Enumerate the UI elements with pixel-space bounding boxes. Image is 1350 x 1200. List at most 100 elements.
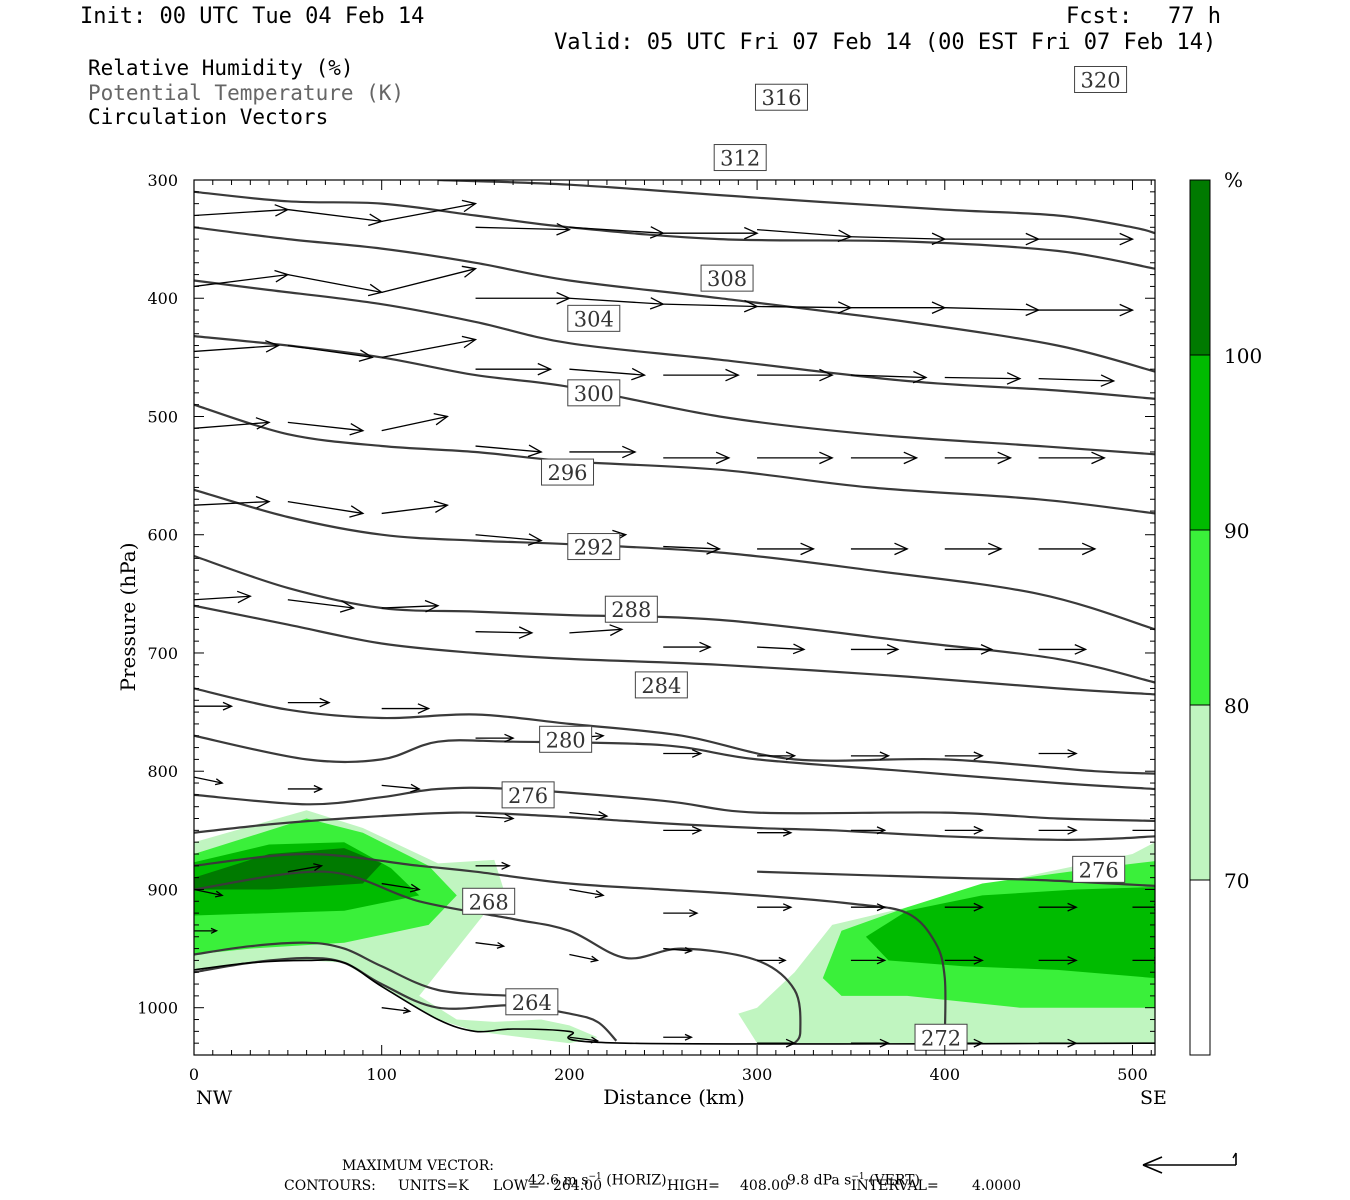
vector-head [903,451,919,465]
footer-interval-label: INTERVAL= [851,1178,939,1194]
contour-label-box [501,781,555,809]
contour-label-304: 304 [567,304,621,332]
vector-head [778,956,787,964]
vector-head [997,451,1013,465]
theta-contour-316 [194,226,1155,373]
vector-head [973,825,984,835]
contour-label-text: 292 [574,536,614,560]
theta-contour-300 [194,488,1155,631]
vector-head [876,956,887,965]
colorbar-segment [1190,355,1210,530]
vector-shaft [757,646,805,651]
vector-head [973,956,984,965]
vector-shaft [194,776,223,784]
theta-contour-272 [194,852,947,1038]
vector-head [837,301,853,314]
contour-label-text: 304 [574,307,614,331]
vector-head [236,590,252,604]
circulation-vector [850,826,887,835]
vector-head [649,226,665,239]
circulation-vector [757,828,793,837]
vector-head [699,641,712,653]
circulation-vector [663,946,693,954]
contour-label-box [713,144,767,172]
colorbar-label: 100 [1224,344,1262,368]
vector-head [782,828,793,837]
vector-head [973,751,984,761]
circulation-vector [1038,956,1078,965]
vector-head [879,1038,891,1048]
vector-head [556,223,571,236]
vector-head [1074,644,1088,655]
vector-shaft [944,307,1039,311]
vector-head [631,367,647,381]
circulation-vector [663,825,703,835]
circulation-vector [194,495,271,509]
circulation-vector [569,810,609,820]
colorbar: 100 90 80 70 [1189,179,1262,1056]
vector-shaft [569,368,645,376]
colorbar-segment [1190,530,1210,705]
vector-head [649,297,665,310]
vector-head [1100,374,1116,387]
circulation-vector [287,784,324,793]
footer-high-label: HIGH= [667,1178,720,1194]
vector-shaft [287,500,364,515]
footer-interval-value: 4.0000 [972,1178,1021,1194]
vector-shaft [194,344,279,353]
circulation-vector [850,956,887,965]
vector-head [349,423,365,436]
vector-shaft [757,305,851,309]
circulation-vector [757,1038,797,1048]
circulation-vector [944,232,1041,246]
vector-head [424,599,440,613]
vector-shaft [475,815,514,820]
theta-contour-268 [194,870,802,1044]
circulation-vector [381,500,449,515]
vector-head [876,903,887,912]
x-end-label-se: SE [1140,1087,1167,1109]
circulation-vector [663,299,759,313]
contour-label-text: 280 [546,728,586,752]
vector-head [1159,827,1167,834]
contour-label-box [1072,855,1126,883]
vector-head [496,941,506,949]
contour-label-box [567,533,621,561]
vector-shaft [194,273,288,288]
circulation-vector [569,297,665,310]
contour-label-box [634,671,688,699]
vector-shaft [287,599,354,609]
contour-label-text: 296 [547,461,587,485]
x-tick-label: 200 [554,1065,585,1084]
reference-arrow [1142,1152,1237,1174]
circulation-vector [475,813,515,823]
vector-head [501,861,511,870]
theta-contour-292 [194,604,1155,696]
y-tick-label: 1000 [137,999,178,1018]
x-tick-label: 300 [742,1065,773,1084]
vector-shaft [287,273,382,293]
circulation-vector [663,749,703,758]
contour-label-box [541,458,595,486]
circulation-vector [1038,451,1106,465]
vector-head [433,500,449,513]
y-tick-label: 500 [147,407,178,426]
init-time: Init: 00 UTC Tue 04 Feb 14 [80,4,425,29]
vector-head [782,903,793,912]
circulation-vector [663,451,731,465]
vector-shaft [663,545,720,550]
contour-label-text: 272 [921,1026,961,1050]
footer-max-vert-value: 9.8 dPa s [786,1172,852,1189]
vector-head [590,1036,600,1044]
contour-label-264: 264 [505,988,559,1016]
contour-label-292: 292 [567,533,621,561]
vector-shaft [381,605,439,609]
theta-contour-264 [194,956,618,1042]
circulation-vector [287,599,356,613]
contour-label-box [754,83,808,111]
vector-head [210,927,219,934]
circulation-vector [569,1036,600,1044]
circulation-vector [1038,542,1097,556]
circulation-vector [663,909,699,918]
contour-label-296: 296 [541,458,595,486]
